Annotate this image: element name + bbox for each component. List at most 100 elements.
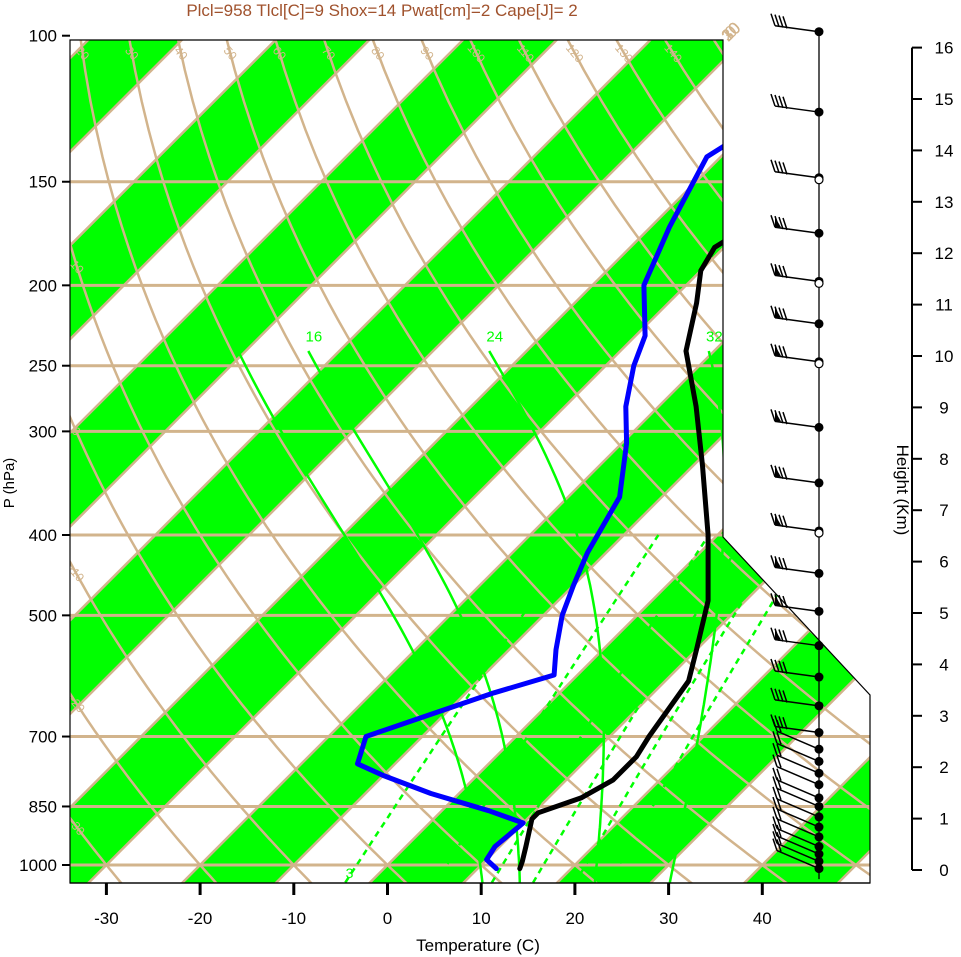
x-axis-label: Temperature (C)	[416, 936, 540, 955]
wind-station-open-dot	[814, 175, 824, 185]
wind-barb	[770, 159, 820, 179]
moist-adiabat	[236, 350, 484, 883]
wind-barb	[772, 838, 820, 870]
height-tick-label: 12	[935, 244, 954, 263]
moist-adiabat-label: 24	[486, 328, 503, 345]
wind-barb	[770, 215, 820, 234]
dry-adiabat-label: -10	[65, 562, 87, 585]
pressure-tick-label: 300	[29, 422, 57, 441]
dry-adiabat	[404, 40, 870, 883]
wind-barb	[772, 831, 820, 863]
temperature-band	[70, 40, 599, 883]
series-dewpoint	[355, 40, 870, 872]
temperature-tick-label: -10	[282, 909, 307, 928]
height-tick-label: 7	[939, 501, 948, 520]
wind-barb	[770, 305, 820, 325]
moist-adiabat-label: 16	[306, 328, 323, 345]
temperature-band	[70, 40, 787, 883]
dry-adiabat	[168, 40, 801, 883]
pressure-tick-label: 1000	[19, 856, 57, 875]
mixing-ratio-line	[344, 534, 579, 883]
dry-adiabat	[451, 40, 870, 883]
height-axis-label: Height (Km)	[893, 445, 912, 536]
wind-barb	[770, 714, 820, 734]
height-tick-label: 13	[935, 193, 954, 212]
temperature-band	[172, 40, 870, 883]
wind-station-open-dot	[814, 528, 824, 538]
height-tick-label: 0	[939, 861, 948, 880]
moist-adiabat	[488, 350, 606, 883]
isotherm-line	[70, 40, 319, 883]
height-tick-label: 9	[939, 398, 948, 417]
dry-adiabat	[74, 40, 609, 883]
dry-adiabat	[70, 40, 418, 883]
isotherm-line	[70, 40, 225, 883]
wind-barb	[770, 464, 820, 484]
height-tick-label: 15	[935, 90, 954, 109]
pressure-tick-label: 100	[29, 27, 57, 46]
dry-adiabat	[70, 40, 227, 883]
wind-barb	[772, 823, 820, 855]
height-tick-label: 2	[939, 758, 948, 777]
dry-adiabat	[70, 40, 514, 883]
wind-barb	[772, 786, 820, 818]
moist-adiabats	[236, 350, 726, 883]
isotherm-line	[0, 0, 37, 893]
isotherm-line	[70, 40, 694, 883]
pressure-tick-label: 850	[29, 797, 57, 816]
wind-barb	[770, 409, 820, 429]
mixing-ratio-line	[608, 534, 815, 883]
isotherm-line	[171, 40, 870, 883]
temperature-band	[547, 40, 870, 883]
height-tick-label: 6	[939, 553, 948, 572]
temperature-tick-label: 40	[753, 909, 772, 928]
pressure-tick-label: 400	[29, 526, 57, 545]
wind-barb	[770, 13, 820, 33]
wind-barb	[770, 93, 820, 113]
mixing-ratio-line	[532, 534, 747, 883]
mixing-ratio-line	[490, 534, 710, 883]
wind-barb	[772, 754, 820, 786]
isotherm-line	[70, 40, 788, 883]
wind-barb	[770, 512, 820, 532]
height-tick-label: 8	[939, 450, 948, 469]
wind-barb	[772, 742, 820, 774]
wind-barbs	[770, 13, 824, 880]
height-tick-label: 5	[939, 604, 948, 623]
dry-adiabat-label: 120	[563, 41, 587, 66]
height-tick-label: 3	[939, 707, 948, 726]
y-axis-label: P (hPa)	[1, 458, 18, 509]
mixing-ratio-line	[574, 534, 785, 883]
height-tick-label: 16	[935, 39, 954, 58]
pressure-tick-label: 500	[29, 606, 57, 625]
temperature-tick-label: 20	[565, 909, 584, 928]
temperature-tick-label: 0	[383, 909, 392, 928]
wind-station-open-dot	[814, 278, 824, 288]
moist-adiabat-label: 12	[235, 328, 252, 345]
dry-adiabat	[121, 40, 705, 883]
temperature-tick-label: 10	[472, 909, 491, 928]
mixing-ratio-lines	[344, 534, 815, 883]
height-tick-label: 10	[935, 347, 954, 366]
wind-barb	[770, 263, 820, 283]
height-tick-label: 14	[935, 141, 954, 160]
isotherm-line	[639, 40, 870, 883]
moist-adiabat-label: 32	[706, 328, 723, 345]
dry-adiabat	[70, 40, 131, 883]
wind-barb	[772, 731, 820, 763]
wind-barb	[770, 343, 820, 363]
pressure-tick-label: 150	[29, 173, 57, 192]
temperature-tick-label: -30	[94, 909, 119, 928]
mixing-ratio-label: 6	[436, 865, 444, 881]
height-tick-label: 11	[935, 296, 953, 315]
dry-adiabat	[70, 40, 322, 883]
isotherm-line	[70, 40, 600, 883]
height-tick-label: 4	[939, 655, 948, 674]
wind-barb	[770, 593, 820, 613]
dry-adiabat	[215, 40, 870, 883]
isotherm-line	[70, 40, 413, 883]
wind-station-open-dot	[814, 359, 824, 369]
temperature-tick-label: 30	[659, 909, 678, 928]
